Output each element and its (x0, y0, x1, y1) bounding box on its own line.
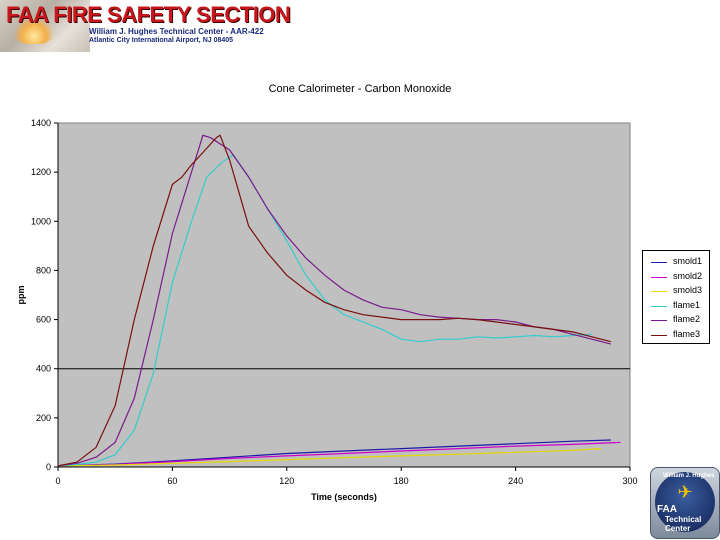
y-tick-label: 1400 (31, 118, 51, 128)
airplane-icon: ✈ (677, 482, 693, 502)
badge-faa-text: FAA (657, 504, 677, 515)
x-tick-label: 180 (394, 476, 409, 486)
y-tick-label: 800 (36, 265, 51, 275)
legend-swatch (651, 320, 667, 321)
legend-label: flame2 (673, 314, 701, 324)
badge-line2: Center (665, 524, 691, 533)
badge-arc-text: William J. Hughes (663, 473, 715, 479)
legend-swatch (651, 305, 667, 307)
y-tick-label: 400 (36, 364, 51, 374)
legend-item-flame3: flame3 (647, 328, 709, 342)
series-line-smold2 (57, 441, 621, 467)
badge-technical-center-text: Technical Center (665, 515, 701, 533)
flame-icon (14, 18, 54, 44)
badge-line1: Technical (665, 515, 702, 524)
legend-swatch (651, 276, 667, 278)
chart-title: Cone Calorimeter - Carbon Monoxide (268, 83, 452, 95)
chart-legend: smold1 smold2 smold3 flame1 flame2 flame3 (642, 250, 710, 344)
legend-item-flame2: flame2 (647, 313, 709, 327)
series-line-flame3 (57, 134, 612, 467)
legend-label: smold2 (673, 270, 703, 281)
legend-swatch (651, 291, 667, 292)
header-subtitle-1: William J. Hughes Technical Center - AAR… (89, 27, 264, 36)
x-tick-label: 0 (55, 476, 60, 486)
x-tick-label: 120 (279, 476, 294, 486)
plot-area (57, 122, 631, 468)
x-tick-label: 240 (508, 476, 523, 486)
series-line-smold3 (57, 448, 602, 467)
y-tick-label: 0 (46, 462, 51, 472)
x-tick-label: 60 (167, 476, 177, 486)
legend-label: flame1 (673, 299, 701, 310)
series-line-flame1 (57, 154, 592, 467)
y-tick-label: 1000 (31, 216, 51, 226)
faa-technical-center-badge: William J. Hughes ✈ FAA Technical Center (650, 467, 720, 539)
legend-label: flame3 (673, 328, 701, 339)
legend-swatch (651, 334, 667, 336)
y-tick-label: 600 (36, 315, 51, 325)
y-axis-label: ppm (16, 286, 26, 305)
legend-item-smold2: smold2 (647, 270, 709, 284)
legend-item-smold1: smold1 (647, 255, 709, 269)
legend-label: smold3 (673, 285, 703, 295)
x-tick-label: 300 (622, 476, 637, 486)
legend-item-smold3: smold3 (647, 284, 709, 298)
header-subtitle-2: Atlantic City International Airport, NJ … (89, 37, 234, 44)
legend-swatch (651, 262, 667, 263)
legend-label: smold1 (673, 256, 703, 266)
legend-item-flame1: flame1 (647, 299, 709, 313)
header-logo (0, 0, 90, 52)
header-title: FAA FIRE SAFETY SECTION (6, 2, 291, 27)
badge-disc (655, 472, 715, 532)
y-tick-label: 1200 (31, 167, 51, 177)
x-axis-label: Time (seconds) (311, 492, 377, 502)
series-line-flame2 (57, 134, 612, 467)
y-tick-label: 200 (36, 413, 51, 423)
